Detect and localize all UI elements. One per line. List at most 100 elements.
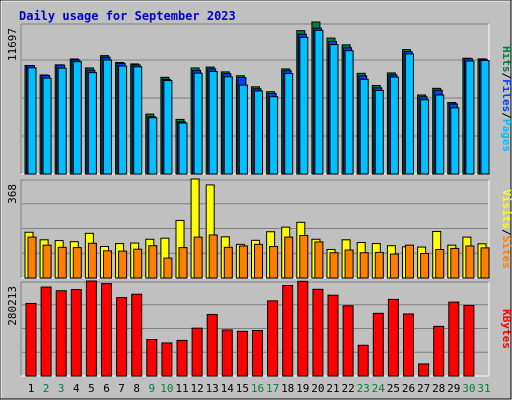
- sites-bar: [238, 245, 248, 279]
- x-axis-day-label: 1: [28, 382, 35, 395]
- pages-bar: [374, 89, 384, 175]
- chart-title: Daily usage for September 2023: [19, 9, 236, 23]
- kbytes-bar: [267, 300, 279, 377]
- pages-bar: [103, 59, 112, 175]
- kbytes-bar: [463, 304, 475, 377]
- x-axis-day-label: 5: [88, 382, 95, 395]
- kbytes-bar: [221, 329, 233, 377]
- x-axis-day-label: 14: [221, 382, 235, 395]
- x-axis-day-label: 13: [206, 382, 219, 395]
- kbytes-bar: [297, 280, 309, 377]
- sites-bar: [480, 247, 490, 279]
- pages-bar: [314, 29, 324, 175]
- sites-bar: [103, 250, 112, 279]
- pages-bar: [57, 67, 67, 175]
- pages-bar: [254, 90, 263, 175]
- pages-bar: [284, 73, 294, 175]
- visits-legend: Visits/Sites: [500, 189, 512, 269]
- pages-bar: [420, 99, 430, 175]
- kbytes-bar: [116, 297, 128, 377]
- x-axis-day-label: 23: [357, 382, 370, 395]
- kbytes-max-label: 280213: [6, 286, 19, 326]
- kbytes-bar: [55, 290, 67, 377]
- sites-bar: [465, 245, 475, 279]
- x-axis-day-label: 3: [58, 382, 65, 395]
- x-axis-day-label: 29: [447, 382, 460, 395]
- kbytes-bar: [191, 327, 203, 377]
- pages-bar: [450, 107, 460, 175]
- sites-bar: [118, 250, 128, 279]
- pages-bar: [118, 65, 128, 175]
- visits-panel: 368 Visits/Sites: [6, 178, 512, 279]
- sites-bar: [450, 247, 460, 279]
- legend-kbytes: KBytes: [500, 309, 512, 349]
- x-axis-day-label: 19: [296, 382, 309, 395]
- sites-bar: [374, 251, 384, 279]
- kbytes-bar: [387, 298, 399, 377]
- pages-bar: [465, 60, 475, 175]
- kbytes-bar: [40, 286, 52, 377]
- kbytes-bar: [131, 293, 143, 377]
- kbytes-bar: [372, 312, 384, 377]
- x-axis-day-label: 24: [372, 382, 386, 395]
- x-axis-day-label: 8: [133, 382, 140, 395]
- kbytes-panel: 280213 KBytes: [6, 280, 512, 377]
- x-axis-day-label: 10: [160, 382, 173, 395]
- pages-bar: [163, 80, 173, 175]
- sites-bar: [27, 236, 37, 279]
- x-axis-day-label: 4: [73, 382, 80, 395]
- sites-bar: [87, 242, 97, 279]
- sites-bar: [57, 246, 67, 279]
- sites-bar: [420, 253, 430, 279]
- pages-bar: [223, 76, 233, 175]
- sites-bar: [254, 243, 263, 279]
- kbytes-bar: [418, 363, 430, 377]
- legend-visits: Visits: [500, 189, 512, 229]
- x-axis-day-label: 25: [387, 382, 400, 395]
- sites-bar: [405, 244, 414, 279]
- pages-bar: [178, 122, 188, 175]
- x-axis-day-label: 11: [175, 382, 188, 395]
- kbytes-bar: [403, 313, 414, 377]
- pages-bar: [389, 76, 399, 175]
- pages-bar: [193, 72, 203, 175]
- kbytes-legend: KBytes: [500, 309, 512, 349]
- kbytes-bar: [206, 313, 218, 377]
- pages-bar: [359, 78, 369, 175]
- pages-bar: [148, 117, 158, 175]
- x-axis-day-labels: 1 2 3 4 5 6 7 8 9 10 11 12 13 14 15 16 17 18 19 20 21 22 23 24 2…: [28, 382, 491, 395]
- x-axis-day-label: 28: [432, 382, 445, 395]
- x-axis-day-label: 12: [190, 382, 203, 395]
- x-axis-day-label: 31: [477, 382, 490, 395]
- pages-bar: [299, 36, 309, 175]
- x-axis-day-label: 9: [148, 382, 155, 395]
- x-axis-day-label: 6: [103, 382, 110, 395]
- x-axis-day-label: 20: [311, 382, 324, 395]
- kbytes-bar: [146, 339, 158, 377]
- pages-bar: [87, 72, 97, 175]
- kbytes-bar: [282, 284, 294, 377]
- x-axis-day-label: 30: [462, 382, 475, 395]
- x-axis-day-label: 2: [43, 382, 50, 395]
- legend-separator: /: [500, 112, 512, 119]
- pages-bar: [269, 96, 279, 175]
- legend-separator: /: [500, 73, 512, 80]
- pages-bar: [480, 60, 490, 175]
- legend-sites: Sites: [500, 236, 512, 269]
- x-axis-day-label: 16: [251, 382, 264, 395]
- pages-bar: [133, 66, 143, 175]
- x-axis-day-label: 17: [266, 382, 279, 395]
- kbytes-bar: [161, 342, 173, 377]
- sites-bar: [435, 248, 445, 279]
- pages-bar: [405, 53, 414, 175]
- sites-bar: [269, 246, 279, 279]
- kbytes-bar: [357, 344, 369, 377]
- sites-bar: [314, 241, 324, 279]
- kbytes-bar: [342, 305, 354, 377]
- sites-bar: [208, 234, 218, 279]
- kbytes-bar: [236, 330, 248, 377]
- kbytes-bar: [176, 339, 188, 377]
- pages-bar: [42, 77, 52, 175]
